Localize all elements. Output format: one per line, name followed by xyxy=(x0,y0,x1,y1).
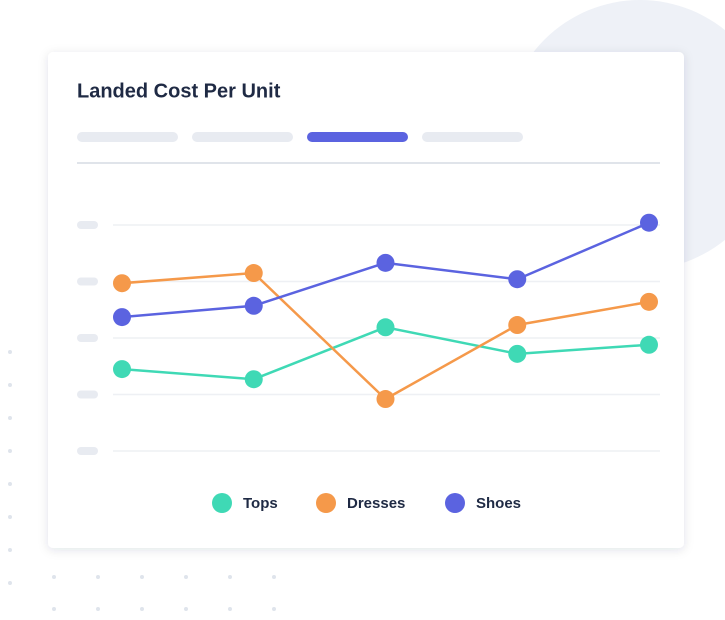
legend-marker xyxy=(212,493,232,513)
data-point xyxy=(376,390,395,409)
data-point xyxy=(113,360,131,379)
tab[interactable] xyxy=(192,132,293,142)
dot xyxy=(96,607,100,611)
data-point xyxy=(640,292,658,311)
dot xyxy=(8,515,12,519)
y-tick-placeholder xyxy=(77,447,98,455)
y-tick-placeholder xyxy=(77,277,98,286)
dot xyxy=(8,350,12,354)
dot xyxy=(228,607,232,611)
legend-marker xyxy=(445,493,465,513)
dot xyxy=(272,607,276,611)
dot xyxy=(228,575,232,579)
plot: Tops Dresses Shoes xyxy=(77,213,660,513)
dot xyxy=(96,575,100,579)
dot xyxy=(184,607,188,611)
dot xyxy=(8,482,12,486)
card xyxy=(48,52,684,548)
tab[interactable] xyxy=(77,132,178,142)
data-point xyxy=(376,318,395,337)
dot xyxy=(52,575,56,579)
data-point xyxy=(244,264,263,283)
chart-title: Landed Cost Per Unit xyxy=(77,80,281,102)
data-point xyxy=(244,370,263,389)
dot-pattern xyxy=(8,350,276,611)
data-point xyxy=(113,308,131,327)
dot xyxy=(140,607,144,611)
data-point xyxy=(508,270,527,289)
dot xyxy=(8,416,12,420)
dot xyxy=(52,607,56,611)
legend-label: Shoes xyxy=(476,495,521,512)
dot xyxy=(272,575,276,579)
dot xyxy=(8,449,12,453)
tab-active[interactable] xyxy=(307,132,408,142)
dot xyxy=(140,575,144,579)
data-point xyxy=(244,296,263,315)
dot xyxy=(8,548,12,552)
y-tick-placeholder xyxy=(77,334,98,342)
legend-label: Tops xyxy=(243,495,278,512)
legend-marker xyxy=(316,493,336,513)
data-point xyxy=(376,253,395,272)
legend-label: Dresses xyxy=(347,495,405,512)
y-tick-placeholder xyxy=(77,390,98,399)
data-point xyxy=(508,316,527,335)
tab[interactable] xyxy=(422,132,523,142)
y-tick-placeholder xyxy=(77,221,98,229)
dot xyxy=(8,383,12,387)
data-point xyxy=(113,274,131,293)
dot xyxy=(8,581,12,585)
data-point xyxy=(508,344,527,363)
dot xyxy=(184,575,188,579)
data-point xyxy=(640,335,658,354)
data-point xyxy=(640,213,658,232)
